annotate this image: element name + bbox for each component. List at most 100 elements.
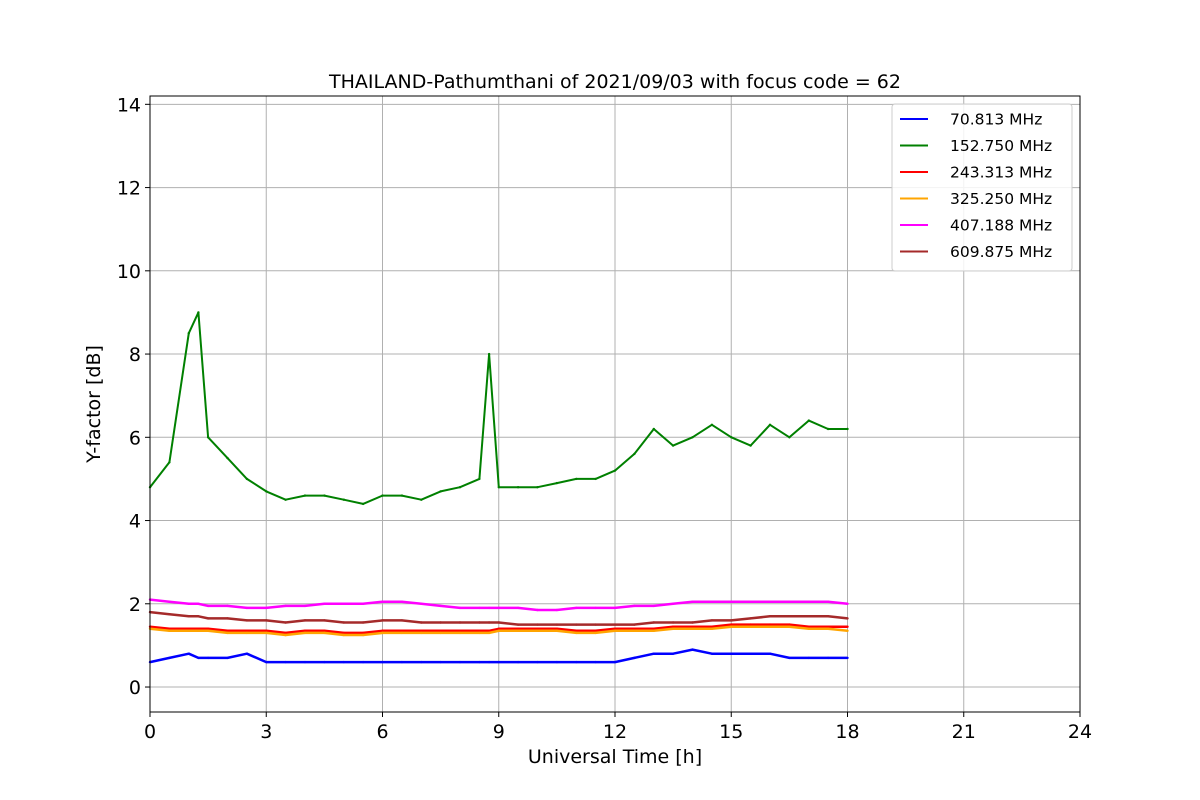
series-point (846, 625, 849, 628)
series-point (788, 436, 791, 439)
y-tick-label: 8 (129, 344, 141, 366)
series-point (478, 631, 481, 635)
x-tick-label: 18 (835, 721, 859, 743)
series-point (487, 631, 491, 635)
series-point (575, 631, 578, 635)
series-point (420, 498, 423, 501)
legend-label: 407.188 MHz (950, 217, 1052, 235)
series-point (381, 660, 384, 664)
series-point (206, 617, 210, 620)
series-point (206, 656, 210, 660)
series-point (788, 600, 791, 603)
series-point (381, 631, 384, 635)
series-point (497, 606, 500, 610)
series-point (749, 617, 752, 620)
series-point (381, 600, 384, 603)
series-point (555, 481, 559, 485)
series-point (284, 631, 287, 635)
series-point (613, 606, 617, 610)
y-tick-label: 4 (129, 511, 141, 533)
series-point (749, 625, 752, 628)
series-point (342, 498, 345, 501)
series-point (536, 660, 539, 664)
series-point (497, 627, 500, 630)
series-point (323, 619, 326, 622)
series-point (361, 602, 365, 605)
series-point (478, 606, 481, 610)
series-point (710, 423, 714, 426)
series-point (168, 613, 171, 616)
series-point (381, 629, 384, 632)
series-point (458, 660, 462, 664)
series-point (487, 629, 491, 632)
series-point (807, 615, 810, 618)
series-point (555, 623, 559, 626)
series-point (206, 436, 210, 439)
series-point (400, 494, 404, 497)
series-point (536, 629, 539, 632)
x-tick-label: 21 (952, 721, 976, 743)
series-point (749, 444, 752, 447)
series-point (420, 660, 423, 664)
series-point (197, 627, 200, 630)
series-point (671, 627, 675, 630)
series-point (768, 615, 772, 618)
series-point (749, 623, 752, 626)
series-point (439, 660, 442, 664)
series-point (575, 477, 578, 481)
series-point (516, 627, 520, 630)
series-point (168, 600, 171, 603)
series-point (652, 629, 655, 632)
series-point (303, 619, 307, 622)
series-point (671, 625, 675, 628)
series-point (168, 627, 171, 630)
series-point (478, 629, 481, 632)
series-point (826, 615, 830, 618)
series-point (187, 602, 190, 605)
series-point (284, 621, 287, 624)
series-point (284, 633, 287, 637)
series-point (613, 629, 617, 632)
series-point (197, 629, 200, 632)
series-point (749, 600, 752, 603)
series-point (400, 629, 404, 632)
series-point (323, 629, 326, 632)
series-layer (148, 311, 849, 664)
y-tick-label: 2 (129, 594, 141, 616)
series-point (536, 627, 539, 630)
legend-box (891, 103, 1073, 272)
series-point (245, 629, 249, 632)
series-point (342, 621, 345, 624)
legend-label: 70.813 MHz (950, 111, 1042, 129)
series-point (439, 621, 442, 624)
series-point (613, 627, 617, 630)
series-point (342, 660, 345, 664)
series-point (478, 621, 481, 624)
series-point (458, 629, 462, 632)
series-point (671, 602, 675, 605)
series-point (555, 660, 559, 664)
series-point (652, 604, 655, 608)
series-point (197, 311, 200, 314)
x-tick-label: 15 (719, 721, 743, 743)
series-point (361, 633, 365, 637)
series-point (807, 656, 810, 660)
series-point (458, 631, 462, 635)
series-point (245, 606, 249, 610)
series-point (206, 627, 210, 630)
legend: 70.813 MHz 152.750 MHz 243.313 MHz 325.250 … (891, 103, 1073, 272)
series-point (516, 660, 520, 664)
series-point (439, 629, 442, 632)
series-point (613, 623, 617, 626)
series-point (284, 660, 287, 664)
series-point (226, 631, 229, 635)
series-point (381, 494, 384, 497)
x-axis-label: Universal Time [h] (528, 746, 702, 768)
series-point (342, 631, 345, 635)
series-point (710, 619, 714, 622)
series-point (497, 660, 500, 664)
legend-label: 243.313 MHz (950, 164, 1052, 182)
series-point (187, 627, 190, 630)
